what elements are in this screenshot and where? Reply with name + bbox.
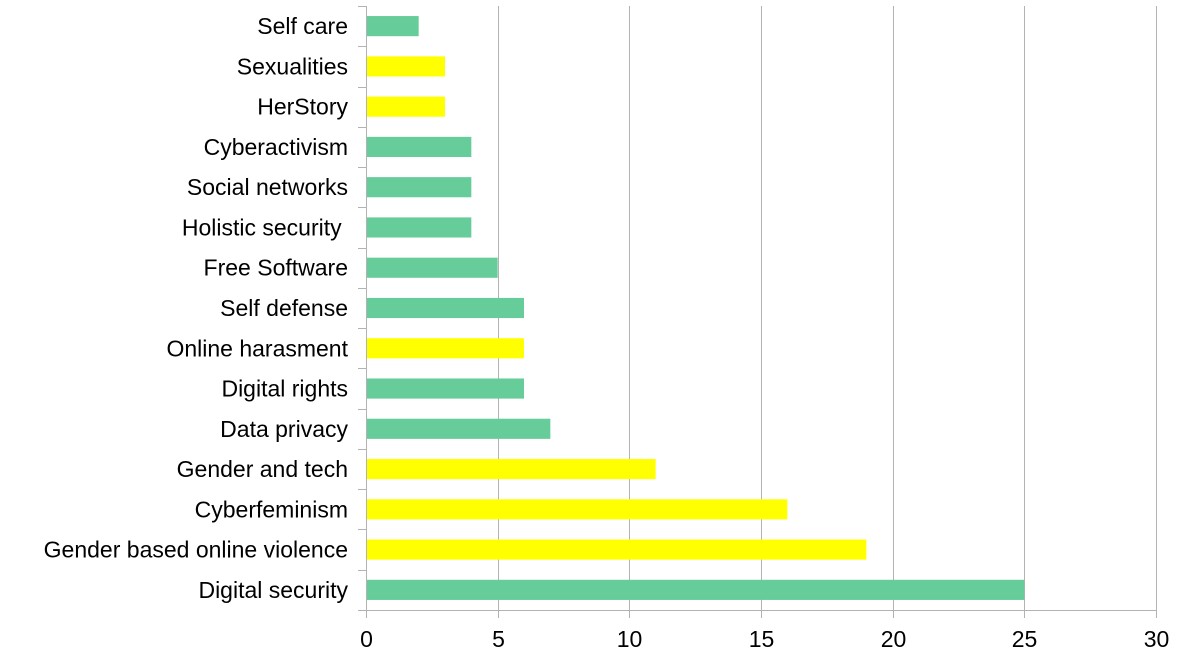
bars	[367, 16, 1025, 600]
bar-digital-rights	[367, 378, 524, 399]
category-label: Digital rights	[221, 376, 348, 402]
x-tick-label: 20	[881, 626, 907, 652]
x-tick-label: 15	[749, 626, 775, 652]
bar-self-defense	[367, 297, 524, 319]
axes	[358, 6, 1157, 618]
x-tick-label: 30	[1144, 626, 1170, 652]
bar-digital-security	[367, 579, 1025, 600]
bar-cyberfeminism	[367, 499, 788, 520]
category-labels: Self care Sexualities HerStory Cyberactivis…	[44, 13, 349, 603]
category-label: Cyberactivism	[204, 134, 348, 160]
category-label: Social networks	[187, 174, 348, 200]
bar-gender-based-online-violence	[367, 539, 867, 560]
category-label: Self defense	[220, 295, 348, 321]
bar-online-harasment	[367, 338, 524, 359]
x-tick-label: 5	[492, 626, 505, 652]
x-tick-label: 0	[360, 626, 373, 652]
grid-lines	[366, 6, 1157, 610]
bar-data-privacy	[367, 418, 551, 439]
category-label: Data privacy	[220, 416, 348, 442]
category-label: Self care	[257, 13, 348, 39]
bar-free-software	[367, 257, 498, 278]
bar-social-networks	[367, 177, 472, 198]
category-label: Gender and tech	[177, 456, 348, 482]
category-label: Holistic security	[182, 214, 348, 240]
bar-gender-and-tech	[367, 459, 656, 480]
category-label: Gender based online violence	[44, 537, 348, 563]
bar-cyberactivism	[367, 136, 472, 157]
category-label: HerStory	[257, 94, 348, 120]
x-tick-labels: 0 5 10 15 20 25 30	[360, 626, 1169, 652]
category-label: Digital security	[198, 577, 348, 603]
category-label: Sexualities	[237, 53, 348, 79]
bar-self-care	[367, 16, 419, 37]
x-tick-label: 10	[617, 626, 643, 652]
category-label: Free Software	[204, 255, 348, 281]
bar-herstory	[367, 96, 445, 117]
bar-sexualities	[367, 56, 445, 77]
x-tick-label: 25	[1012, 626, 1038, 652]
category-label: Cyberfeminism	[195, 496, 348, 522]
bar-holistic-security	[367, 217, 472, 238]
category-label: Online harasment	[166, 335, 348, 361]
